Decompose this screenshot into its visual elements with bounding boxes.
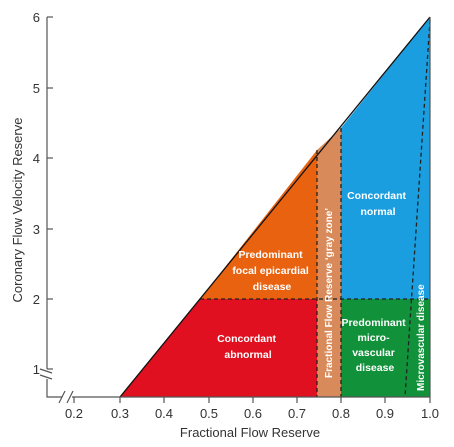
x-tick-label: 0.6: [244, 406, 262, 421]
x-axis-title: Fractional Flow Reserve: [180, 425, 320, 440]
region-gray-zone: [317, 128, 341, 397]
label-concordant-normal: Concordant normal: [347, 190, 409, 218]
x-tick-label: 0.5: [200, 406, 218, 421]
x-tick-marks: [73, 397, 431, 403]
label-microvascular-strip: Microvascular disease: [416, 284, 427, 391]
x-tick-label: 0.3: [111, 406, 129, 421]
y-tick-label: 1: [33, 362, 40, 377]
label-gray-zone: Fractional Flow Reserve ‘gray zone’: [324, 208, 335, 378]
region-concordant-abnormal: [120, 299, 317, 397]
region-concordant-normal: [341, 17, 430, 299]
label-focal-epicardial: Predominant focal epicardial disease: [232, 249, 311, 293]
y-axis-title: Coronary Flow Velocity Reserve: [10, 118, 25, 303]
region-microvascular: [341, 299, 430, 397]
y-tick-labels: 6 5 4 3 2 1: [33, 10, 40, 377]
x-tick-label: 1.0: [421, 406, 439, 421]
region-focal-epicardial: [200, 150, 317, 299]
x-tick-label: 0.9: [376, 406, 394, 421]
y-tick-label: 3: [33, 222, 40, 237]
x-tick-label: 0.2: [65, 406, 83, 421]
x-tick-label: 0.8: [332, 406, 350, 421]
x-tick-label: 0.4: [155, 406, 173, 421]
label-concordant-abnormal: Concordant abnormal: [217, 333, 279, 361]
label-microvascular: Predominant micro- vascular disease: [341, 317, 408, 374]
y-tick-marks: [47, 16, 53, 370]
y-tick-label: 4: [33, 151, 40, 166]
x-tick-label: 0.7: [288, 406, 306, 421]
x-tick-labels: 0.2 0.3 0.4 0.5 0.6 0.7 0.8 0.9 1.0: [65, 406, 439, 421]
diagonal-boundary: [119, 16, 431, 398]
y-tick-label: 5: [33, 81, 40, 96]
y-tick-label: 2: [33, 292, 40, 307]
dashed-boundaries: [200, 19, 431, 398]
y-tick-label: 6: [33, 10, 40, 25]
